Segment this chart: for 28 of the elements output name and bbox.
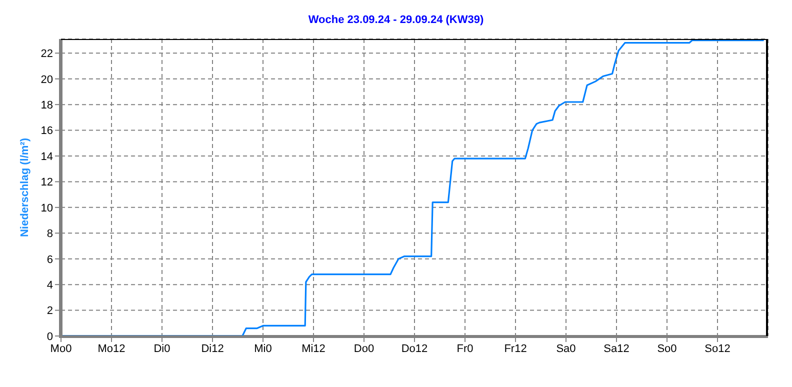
y-tick-label: 20 xyxy=(40,74,53,86)
y-tick-label: 10 xyxy=(40,202,53,214)
y-tick-label: 12 xyxy=(40,176,53,189)
x-tick-label: Fr12 xyxy=(504,342,527,355)
x-tick-label: Do0 xyxy=(354,342,374,355)
x-tick-label: Di12 xyxy=(201,342,224,355)
y-tick-label: 14 xyxy=(40,150,53,163)
y-tick-label: 2 xyxy=(46,305,53,318)
x-tick-label: Do12 xyxy=(401,342,428,355)
y-tick-label: 18 xyxy=(40,99,53,112)
x-tick-label: Mo12 xyxy=(98,342,126,355)
x-tick-label: Sa0 xyxy=(556,342,576,355)
y-axis-title: Niederschlag (l/m²) xyxy=(18,138,31,238)
x-tick-label: Sa12 xyxy=(604,342,630,355)
x-tick-label: Mo0 xyxy=(50,342,72,355)
x-tick-label: Mi12 xyxy=(302,342,326,355)
y-tick-label: 16 xyxy=(40,125,53,138)
x-tick-label: So0 xyxy=(657,342,677,355)
x-tick-label: Mi0 xyxy=(254,342,272,355)
x-tick-label: Di0 xyxy=(154,342,170,355)
x-tick-label: So12 xyxy=(704,342,730,355)
y-tick-label: 0 xyxy=(46,330,53,343)
chart-title: Woche 23.09.24 - 29.09.24 (KW39) xyxy=(307,14,485,26)
y-tick-label: 8 xyxy=(46,228,53,240)
y-tick-label: 4 xyxy=(46,279,53,292)
y-tick-label: 6 xyxy=(46,254,53,266)
x-tick-label: Fr0 xyxy=(456,342,474,355)
y-tick-label: 22 xyxy=(40,48,53,60)
